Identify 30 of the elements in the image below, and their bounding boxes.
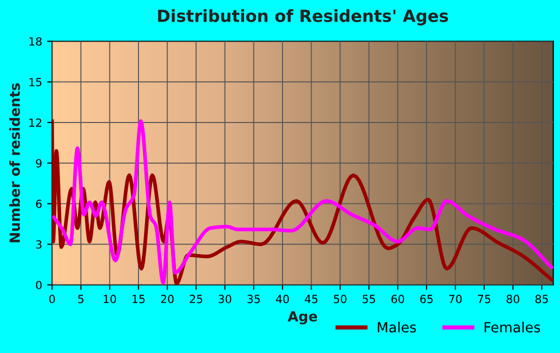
y-axis-title: Number of residents <box>9 83 20 242</box>
legend-label: Females <box>484 322 540 332</box>
x-tick-label: 45 <box>304 294 318 304</box>
x-tick-label: 50 <box>334 294 346 304</box>
y-tick-label: 15 <box>29 78 42 86</box>
x-tick-label: 35 <box>247 294 260 304</box>
x-tick-label: 20 <box>161 294 174 304</box>
x-tick-label: 60 <box>391 294 404 304</box>
y-tick-label: 6 <box>36 200 42 208</box>
y-tick-label: 12 <box>29 118 42 127</box>
chart-title: Distribution of Residents' Ages <box>158 9 448 26</box>
x-tick-label: 55 <box>362 294 376 304</box>
x-tick-label: 15 <box>132 294 145 304</box>
x-tick-label: 70 <box>449 294 462 304</box>
x-tick-label: 10 <box>104 294 116 304</box>
x-axis-title: Age <box>288 311 318 324</box>
x-tick-label: 30 <box>218 294 232 304</box>
x-tick-label: 5 <box>78 294 84 304</box>
legend-label: Males <box>378 322 416 332</box>
x-tick-label: 40 <box>276 294 289 304</box>
x-tick-label: 85 <box>535 294 548 304</box>
x-tick-label: 65 <box>420 294 433 304</box>
y-tick-label: 18 <box>29 37 42 46</box>
x-tick-label: 25 <box>190 294 202 304</box>
y-tick-label: 3 <box>36 240 42 249</box>
x-tick-label: 0 <box>49 294 55 304</box>
x-tick-label: 75 <box>478 294 490 304</box>
y-tick-label: 0 <box>36 280 42 290</box>
x-tick-label: 80 <box>506 294 520 304</box>
y-tick-label: 9 <box>36 159 42 168</box>
